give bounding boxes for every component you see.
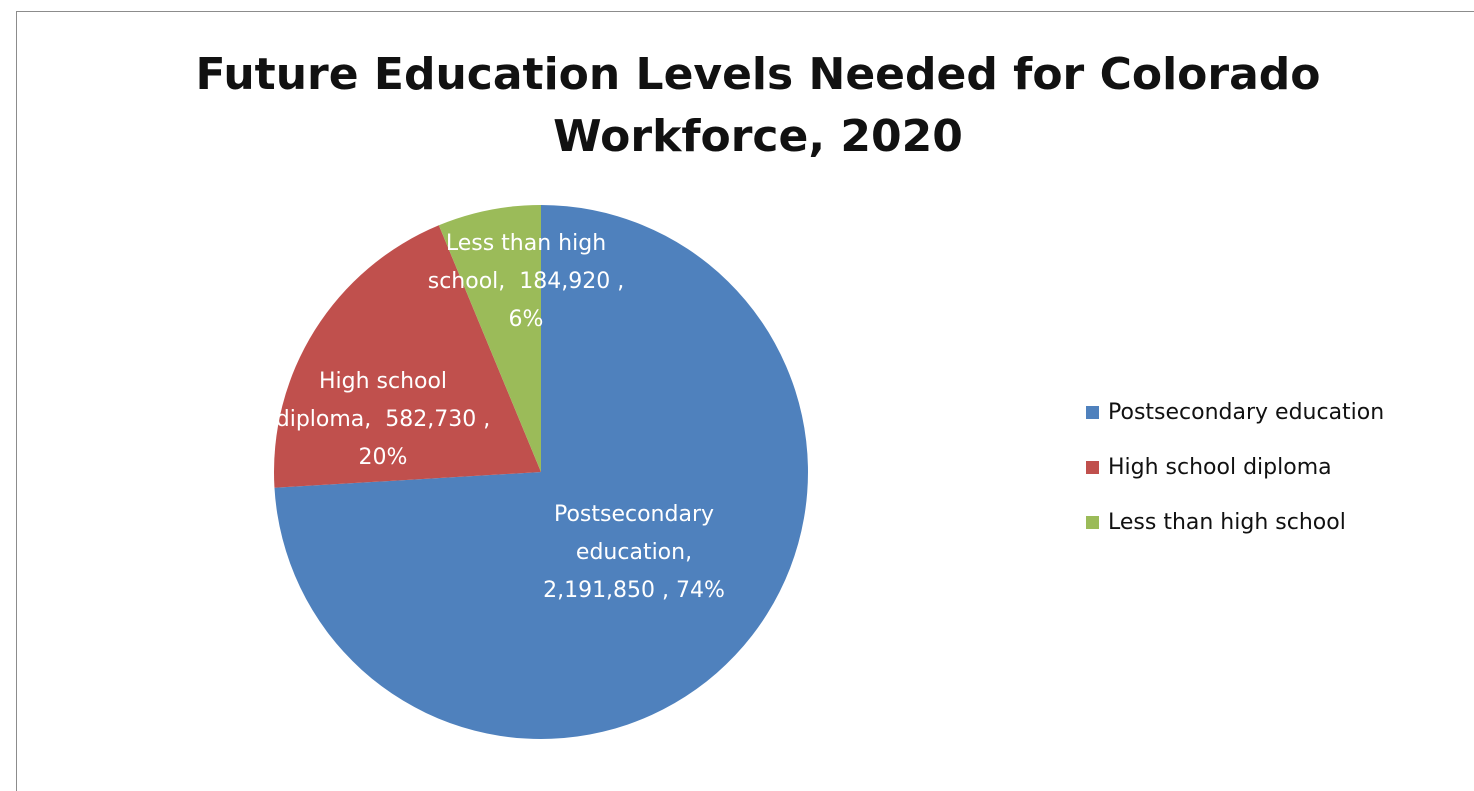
data-label-high-school: High school diploma, 582,730 , 20% [276, 369, 490, 470]
data-labels: Postsecondary education, 2,191,850 , 74% Hi… [276, 231, 725, 603]
data-label-line: Postsecondary [554, 502, 714, 527]
data-label-line: 6% [509, 307, 544, 332]
legend-item-less-than-high-school: Less than high school [1086, 508, 1384, 536]
chart-title-line-1: Future Education Levels Needed for Color… [195, 49, 1321, 100]
legend-label-high-school: High school diploma [1108, 454, 1332, 480]
pie-slices [273, 205, 808, 739]
data-label-line: 20% [359, 445, 408, 470]
legend: Postsecondary education High school dipl… [1086, 398, 1384, 563]
legend-swatch-high-school [1086, 460, 1099, 474]
data-label-line: school, 184,920 , [428, 269, 624, 294]
legend-item-postsecondary: Postsecondary education [1086, 398, 1384, 426]
legend-swatch-postsecondary [1086, 405, 1099, 419]
legend-label-less-than-high-school: Less than high school [1108, 509, 1346, 535]
pie-slice-less-than-high-school [438, 205, 541, 472]
data-label-postsecondary: Postsecondary education, 2,191,850 , 74% [543, 502, 725, 603]
pie-slice-high-school [273, 225, 541, 488]
data-label-line: diploma, 582,730 , [276, 407, 490, 432]
legend-label-postsecondary: Postsecondary education [1108, 399, 1385, 425]
chart-title-line-2: Workforce, 2020 [553, 111, 963, 162]
data-label-line: High school [319, 369, 447, 394]
data-label-line: education, [576, 540, 692, 565]
data-label-line: 2,191,850 , 74% [543, 578, 725, 603]
data-label-line: Less than high [446, 231, 606, 256]
pie-slice-postsecondary [274, 205, 808, 739]
chart-frame [16, 11, 1474, 791]
legend-item-high-school: High school diploma [1086, 453, 1384, 481]
legend-swatch-less-than-high-school [1086, 515, 1099, 529]
chart-title: Future Education Levels Needed for Color… [0, 44, 1474, 168]
pie-chart: Postsecondary education, 2,191,850 , 74% Hi… [273, 205, 808, 739]
data-label-less-than-high-school: Less than high school, 184,920 , 6% [428, 231, 624, 332]
